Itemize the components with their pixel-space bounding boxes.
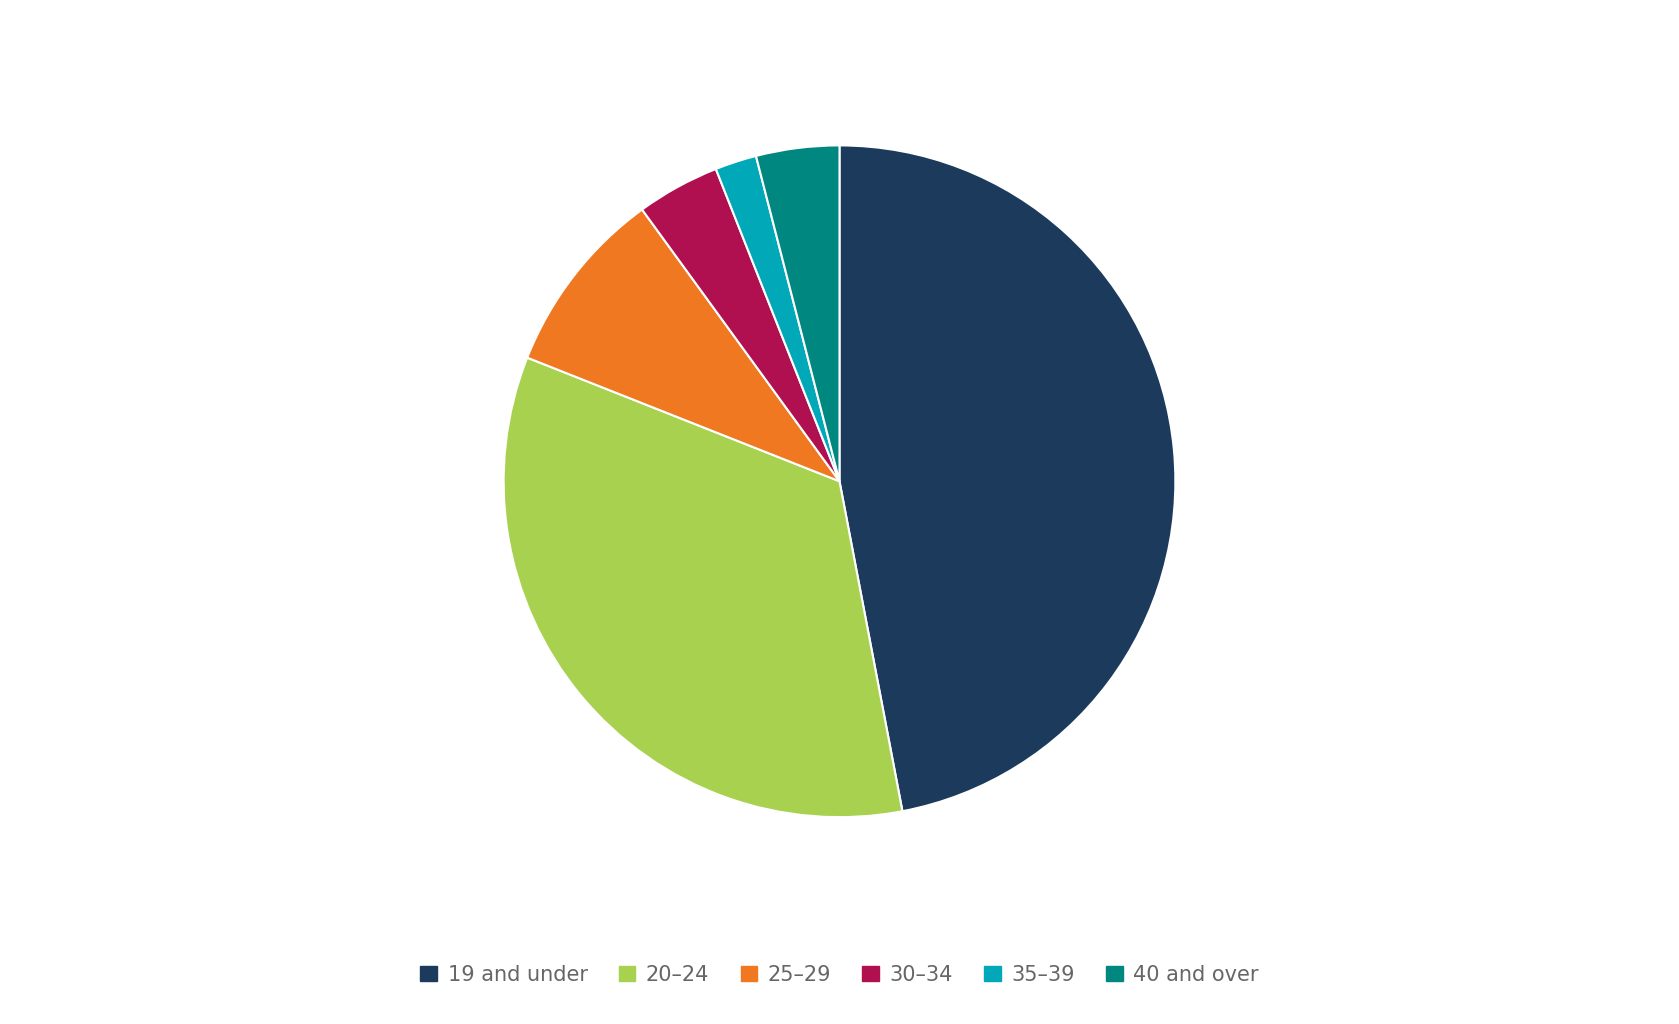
Wedge shape: [504, 357, 902, 817]
Wedge shape: [840, 145, 1175, 811]
Wedge shape: [527, 210, 840, 481]
Wedge shape: [641, 169, 840, 481]
Wedge shape: [715, 156, 840, 481]
Wedge shape: [756, 145, 840, 481]
Legend: 19 and under, 20–24, 25–29, 30–34, 35–39, 40 and over: 19 and under, 20–24, 25–29, 30–34, 35–39…: [411, 956, 1268, 993]
